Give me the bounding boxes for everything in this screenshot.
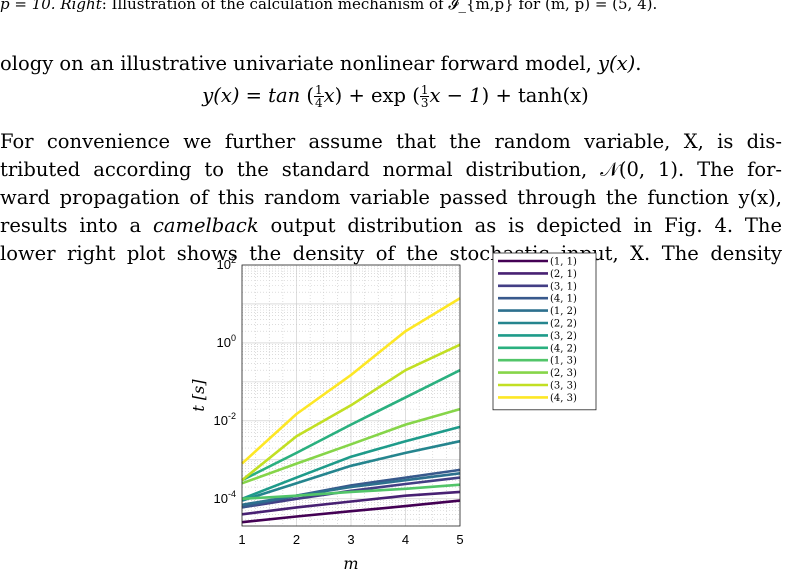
camelback-term: camelback	[152, 214, 259, 237]
x-axis-label: m	[343, 554, 358, 573]
function-symbol: y(x)	[598, 52, 636, 75]
chart-ticks: 1 2 3 4 5 10-4 10-2 100 102	[214, 255, 464, 547]
series-line-9	[241, 483, 461, 501]
paragraph-text: ology on an illustrative univariate nonl…	[0, 52, 598, 75]
timing-chart: 1 2 3 4 5 10-4 10-2 100 102 m t [s] (1, 1)(2, 1)…	[190, 252, 597, 573]
legend-label: (4, 1)	[550, 294, 577, 305]
caption-rest: : Illustration of the calculation mechan…	[101, 0, 658, 13]
y-tick-label: 100	[217, 333, 236, 350]
equation-mid: + exp	[348, 84, 407, 107]
series-line-11	[241, 343, 461, 482]
legend-label: (1, 1)	[550, 257, 577, 268]
paragraph-model-intro: ology on an illustrative univariate nonl…	[0, 50, 641, 77]
chart-series	[241, 297, 461, 524]
series-line-6	[241, 439, 461, 502]
legend-label: (4, 2)	[550, 343, 577, 354]
series-line-10	[241, 407, 461, 485]
figure-caption-fragment: p = 10. Right: Illustration of the calcu…	[0, 0, 657, 14]
legend-label: (3, 3)	[550, 381, 577, 392]
x-tick-label: 2	[293, 532, 300, 547]
paragraph-line-2: tributed according to the standard norma…	[0, 158, 782, 181]
paragraph-line-3: ward propagation of this random variable…	[0, 186, 782, 209]
fraction-denominator: 4	[315, 96, 323, 110]
y-tick-label: 10-4	[214, 489, 236, 506]
y-tick-label: 10-2	[214, 411, 236, 428]
series-line-7	[241, 425, 461, 501]
x-tick-label: 4	[402, 532, 409, 547]
caption-p-value: p = 10.	[0, 0, 56, 13]
legend-label: (2, 2)	[550, 319, 577, 330]
plot-frame	[241, 264, 461, 527]
legend-label: (4, 3)	[550, 393, 577, 404]
x-tick-label: 5	[456, 532, 463, 547]
legend-label: (3, 2)	[550, 331, 577, 342]
model-equation: y(x) = tan (1 4 x) + exp (1 3 x − 1) + tanh(…	[202, 83, 589, 110]
paragraph-line-1: For convenience we further assume that t…	[0, 130, 782, 153]
equation-arg-1: x	[323, 84, 335, 107]
legend-label: (1, 3)	[550, 356, 577, 367]
series-line-1	[241, 499, 461, 524]
fraction-numerator: 1	[419, 83, 430, 97]
x-tick-label: 3	[347, 532, 354, 547]
legend-label: (3, 1)	[550, 281, 577, 292]
equation-end: + tanh(x)	[495, 84, 589, 107]
series-line-8	[241, 369, 461, 482]
fraction-numerator: 1	[314, 83, 324, 97]
equation-arg-2: x − 1	[429, 84, 482, 107]
paragraph-line-4c: output distribution as is depicted in Fi…	[258, 214, 782, 237]
y-tick-label: 102	[217, 255, 236, 272]
legend-label: (1, 2)	[550, 306, 577, 317]
x-tick-label: 1	[238, 532, 245, 547]
chart-legend: (1, 1)(2, 1)(3, 1)(4, 1)(1, 2)(2, 2)(3, …	[492, 252, 597, 411]
series-line-5	[241, 472, 461, 507]
fraction-denominator: 3	[420, 96, 429, 110]
series-line-12	[241, 297, 461, 465]
series-line-2	[241, 490, 461, 516]
equation-lhs: y(x) = tan	[202, 84, 301, 107]
legend-box	[492, 252, 597, 411]
legend-label: (2, 1)	[550, 269, 577, 280]
y-axis-label: t [s]	[190, 379, 208, 412]
paragraph-line-4: results into a camelback output distribu…	[0, 212, 782, 239]
paragraph-text-end: .	[635, 52, 642, 75]
paragraph-line-4a: results into a	[0, 214, 153, 237]
caption-right-label: Right	[60, 0, 102, 13]
legend-label: (2, 3)	[550, 368, 577, 379]
